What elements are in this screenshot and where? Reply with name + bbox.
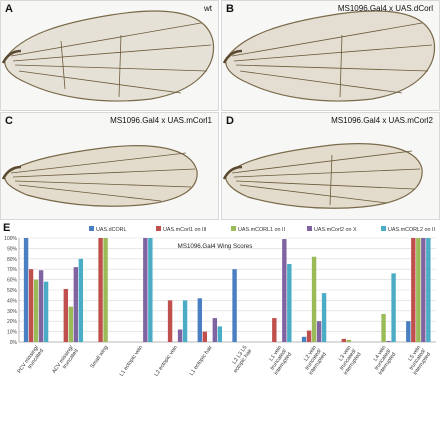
legend-swatch xyxy=(231,226,236,231)
bar xyxy=(38,270,44,342)
bar xyxy=(282,239,287,342)
legend-label: UAS.mCORL1 on II xyxy=(238,227,285,233)
bar xyxy=(182,300,188,342)
bar xyxy=(316,321,322,342)
bar xyxy=(202,331,208,342)
panel-a-title: wt xyxy=(204,4,212,13)
y-tick-label: 90% xyxy=(7,246,18,252)
panel-b-letter: B xyxy=(226,3,234,15)
x-tick-label: PCV missing/truncated xyxy=(17,344,46,378)
y-tick-label: 50% xyxy=(7,288,18,294)
legend-label: UAS.mCORL2 on II xyxy=(388,227,435,233)
bar xyxy=(406,321,411,342)
bar xyxy=(167,300,173,342)
wing-image xyxy=(222,143,423,209)
panel-c-letter: C xyxy=(5,115,13,127)
legend-swatch xyxy=(381,226,386,231)
chart-title: MS1096.Gal4 Wing Scores xyxy=(178,243,253,250)
wing-image xyxy=(1,145,198,207)
bar xyxy=(28,269,34,342)
x-tick-label-line: L1 ectopic vein xyxy=(119,345,145,378)
bar xyxy=(232,269,237,342)
y-tick-label: 10% xyxy=(7,330,18,336)
x-tick-label: L2 veintruncated/interrupted xyxy=(298,344,328,376)
wing-image xyxy=(1,10,215,102)
x-tick-label: L5 veintruncated/interrupted xyxy=(403,344,433,376)
bar xyxy=(287,264,292,342)
bar xyxy=(421,238,426,342)
bar xyxy=(411,238,416,342)
bar xyxy=(217,326,223,342)
x-tick-label: L2 ectopic vein xyxy=(153,345,179,378)
panel-d: D MS1096.Gal4 x UAS.mCorl2 xyxy=(221,112,440,220)
wing-scores-chart: E UAS.dCORL UAS.mCorl1 on III UAS.mCORL1 on… xyxy=(0,222,440,430)
legend-label: UAS.mCorl2 on X xyxy=(314,227,357,233)
y-tick-label: 20% xyxy=(7,319,18,325)
x-tick-label: L1 veintruncated/interrupted xyxy=(264,344,294,376)
panel-a: A wt xyxy=(0,0,219,111)
bar xyxy=(103,238,108,342)
x-tick-label-line: Small wing xyxy=(90,345,110,370)
x-tick-label: L1 ectopic hair xyxy=(189,345,214,377)
legend-label: UAS.mCorl1 on III xyxy=(163,227,206,233)
legend-label: UAS.dCORL xyxy=(96,227,127,233)
y-tick-label: 70% xyxy=(7,267,18,273)
bar xyxy=(272,318,277,342)
x-tick-label: ACV missing/truncated xyxy=(51,344,80,378)
bar xyxy=(68,306,74,342)
chart-panel-letter: E xyxy=(3,222,10,234)
x-tick-label: L3 veintruncated/interrupted xyxy=(333,344,363,376)
bar xyxy=(78,258,84,342)
bar xyxy=(177,329,183,342)
bar xyxy=(386,340,391,342)
y-tick-label: 80% xyxy=(7,257,18,263)
y-tick-label: 40% xyxy=(7,298,18,304)
bar xyxy=(212,318,218,342)
x-tick-label: L4 veintruncated/interrupted xyxy=(368,344,398,376)
bar xyxy=(306,330,312,342)
bar xyxy=(341,338,347,342)
bar xyxy=(311,256,317,342)
chart-svg: E UAS.dCORL UAS.mCorl1 on III UAS.mCORL1 on… xyxy=(3,222,436,378)
bar xyxy=(346,339,352,342)
bar xyxy=(391,273,396,342)
bar xyxy=(73,267,79,342)
bar xyxy=(321,293,327,342)
legend-swatch xyxy=(307,226,312,231)
bar xyxy=(98,238,103,342)
x-tick-label: L2 L3 L5ectopic hair xyxy=(228,345,254,375)
bar xyxy=(416,238,421,342)
bar xyxy=(23,238,29,342)
bar xyxy=(33,279,39,342)
bar xyxy=(381,313,386,342)
y-tick-label: 100% xyxy=(4,236,17,242)
x-tick-label-line: L1 ectopic hair xyxy=(189,345,214,377)
x-tick-label-line: L2 ectopic vein xyxy=(153,345,179,378)
panel-b-title: MS1096.Gal4 x UAS.dCorl xyxy=(337,4,433,13)
panel-b: B MS1096.Gal4 x UAS.dCorl xyxy=(221,0,440,111)
bar xyxy=(63,288,69,342)
wing-image xyxy=(222,10,436,102)
legend-swatch xyxy=(89,226,94,231)
bar xyxy=(148,238,153,342)
y-tick-label: 60% xyxy=(7,278,18,284)
bar xyxy=(426,238,431,342)
panel-d-title: MS1096.Gal4 x UAS.mCorl2 xyxy=(331,116,433,125)
bar xyxy=(301,336,307,342)
bar xyxy=(43,281,49,342)
bar xyxy=(197,298,203,342)
x-tick-label: Small wing xyxy=(90,345,110,370)
panel-d-letter: D xyxy=(226,115,234,127)
panel-c: C MS1096.Gal4 x UAS.mCorl1 xyxy=(0,112,219,220)
y-tick-label: 30% xyxy=(7,309,18,315)
panel-c-title: MS1096.Gal4 x UAS.mCorl1 xyxy=(110,116,212,125)
panel-a-letter: A xyxy=(5,3,13,15)
y-tick-label: 0% xyxy=(10,340,18,346)
bar xyxy=(143,238,148,342)
legend-swatch xyxy=(156,226,161,231)
x-tick-label: L1 ectopic vein xyxy=(119,345,145,378)
